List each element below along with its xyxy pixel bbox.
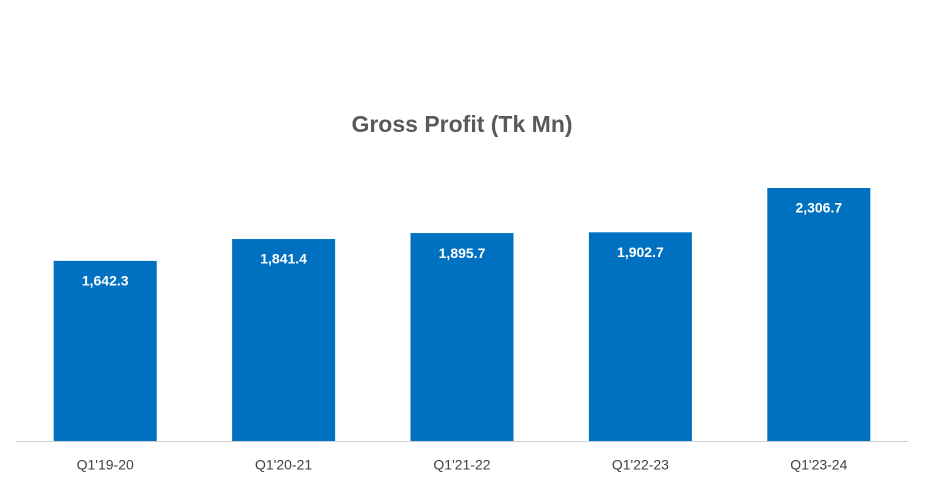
value-label: 1,841.4 — [260, 251, 307, 267]
x-tick-label: Q1'22-23 — [612, 457, 669, 473]
value-label: 1,902.7 — [617, 244, 664, 260]
bar — [410, 233, 514, 441]
value-label: 2,306.7 — [795, 200, 842, 216]
x-tick-label: Q1'19-20 — [77, 457, 134, 473]
bar — [53, 260, 157, 441]
bar — [232, 239, 336, 441]
bar — [588, 232, 692, 441]
value-label: 1,895.7 — [439, 245, 486, 261]
value-label: 1,642.3 — [82, 273, 129, 289]
x-tick-label: Q1'23-24 — [790, 457, 847, 473]
chart-title: Gross Profit (Tk Mn) — [351, 111, 572, 137]
x-tick-label: Q1'21-22 — [433, 457, 490, 473]
bar — [767, 188, 871, 441]
x-tick-label: Q1'20-21 — [255, 457, 312, 473]
